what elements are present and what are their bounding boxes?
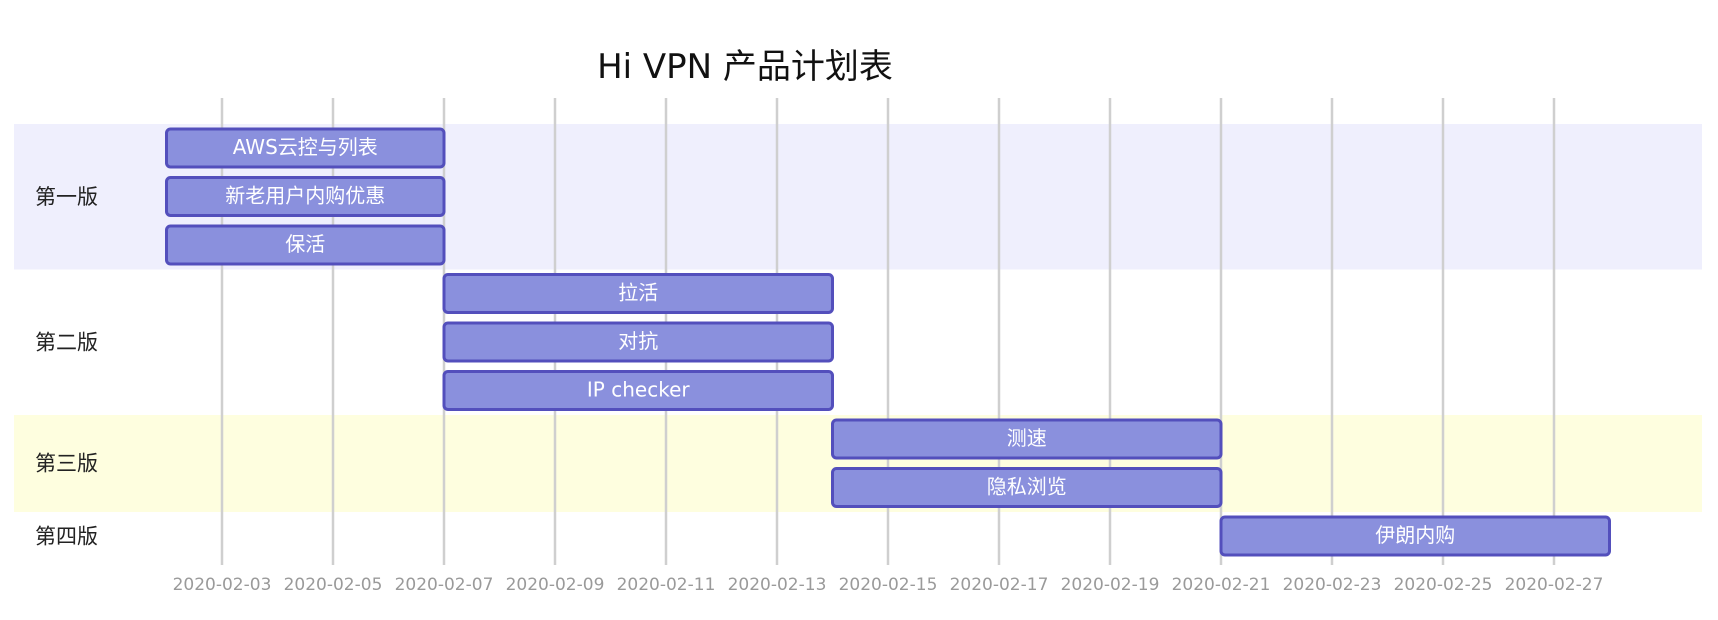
task-label: 隐私浏览 <box>987 475 1067 499</box>
section-band <box>14 269 1702 415</box>
task-bar <box>442 370 834 411</box>
x-tick-label: 2020-02-07 <box>395 575 494 595</box>
section-label: 第一版 <box>35 185 98 209</box>
x-tick-label: 2020-02-05 <box>284 575 383 595</box>
x-tick-label: 2020-02-13 <box>728 575 827 595</box>
task-bar <box>165 127 446 169</box>
task-bar <box>831 467 1223 508</box>
task-label: AWS云控与列表 <box>233 135 378 159</box>
task-bar <box>165 224 446 266</box>
x-tick-label: 2020-02-09 <box>506 575 605 595</box>
task-label: 新老用户内购优惠 <box>225 184 385 208</box>
x-tick-label: 2020-02-03 <box>173 575 272 595</box>
task-bar <box>831 418 1223 460</box>
task-bar <box>442 273 834 314</box>
x-tick-label: 2020-02-15 <box>839 575 938 595</box>
x-tick-label: 2020-02-17 <box>950 575 1049 595</box>
x-tick-label: 2020-02-19 <box>1061 575 1160 595</box>
x-tick-label: 2020-02-21 <box>1172 575 1271 595</box>
task-label: 拉活 <box>618 281 658 305</box>
task-label: 伊朗内购 <box>1375 523 1455 547</box>
chart-title: Hi VPN 产品计划表 <box>597 47 893 87</box>
x-tick-label: 2020-02-11 <box>617 575 716 595</box>
x-tick-label: 2020-02-23 <box>1283 575 1382 595</box>
task-label: IP checker <box>587 378 690 402</box>
x-tick-label: 2020-02-25 <box>1394 575 1493 595</box>
task-bar <box>1219 515 1611 557</box>
section-label: 第三版 <box>35 452 98 476</box>
x-tick-label: 2020-02-27 <box>1505 575 1604 595</box>
task-label: 保活 <box>285 232 325 256</box>
task-bar <box>442 321 834 363</box>
task-bar <box>165 176 446 217</box>
section-label: 第二版 <box>35 330 98 354</box>
task-label: 测速 <box>1007 426 1047 450</box>
task-label: 对抗 <box>618 329 658 353</box>
x-axis-ticks: 2020-02-03 2020-02-05 2020-02-07 2020-02-09… <box>173 575 1604 595</box>
section-label: 第四版 <box>35 524 98 548</box>
